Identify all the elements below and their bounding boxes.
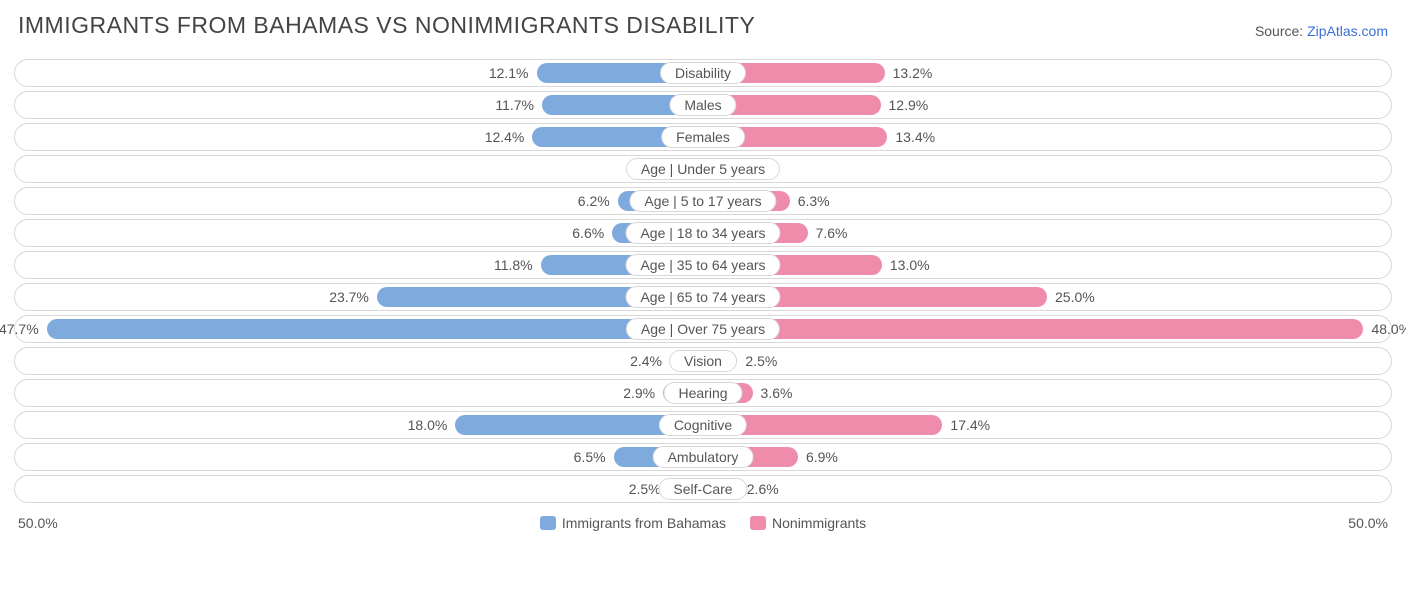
category-label: Females xyxy=(661,126,745,148)
chart-row: 2.4% 2.5% Vision xyxy=(14,347,1392,375)
value-label-left: 6.5% xyxy=(574,444,606,470)
legend-item-left: Immigrants from Bahamas xyxy=(540,515,726,531)
category-label: Hearing xyxy=(663,382,742,404)
chart-row: 12.1% 13.2% Disability xyxy=(14,59,1392,87)
category-label: Age | Under 5 years xyxy=(626,158,780,180)
value-label-left: 6.2% xyxy=(578,188,610,214)
value-label-left: 12.4% xyxy=(485,124,525,150)
value-label-right: 6.3% xyxy=(798,188,830,214)
chart-row: 23.7% 25.0% Age | 65 to 74 years xyxy=(14,283,1392,311)
category-label: Ambulatory xyxy=(653,446,754,468)
value-label-left: 11.8% xyxy=(494,252,533,278)
category-label: Age | 5 to 17 years xyxy=(629,190,776,212)
chart-title: IMMIGRANTS FROM BAHAMAS VS NONIMMIGRANTS… xyxy=(18,12,755,39)
butterfly-chart: 12.1% 13.2% Disability 11.7% 12.9% Males 12.4%… xyxy=(0,47,1406,511)
category-label: Age | 18 to 34 years xyxy=(625,222,780,244)
legend-swatch-left xyxy=(540,516,556,530)
legend-item-right: Nonimmigrants xyxy=(750,515,866,531)
chart-row: 11.7% 12.9% Males xyxy=(14,91,1392,119)
value-label-right: 48.0% xyxy=(1371,316,1406,342)
chart-row: 2.9% 3.6% Hearing xyxy=(14,379,1392,407)
chart-header: IMMIGRANTS FROM BAHAMAS VS NONIMMIGRANTS… xyxy=(0,0,1406,47)
value-label-right: 17.4% xyxy=(950,412,990,438)
value-label-left: 6.6% xyxy=(572,220,604,246)
value-label-left: 18.0% xyxy=(408,412,448,438)
axis-left-max: 50.0% xyxy=(18,515,58,531)
value-label-left: 2.9% xyxy=(623,380,655,406)
value-label-right: 2.5% xyxy=(745,348,777,374)
value-label-left: 47.7% xyxy=(0,316,39,342)
source-prefix: Source: xyxy=(1255,23,1307,39)
chart-row: 18.0% 17.4% Cognitive xyxy=(14,411,1392,439)
chart-row: 11.8% 13.0% Age | 35 to 64 years xyxy=(14,251,1392,279)
value-label-left: 2.4% xyxy=(630,348,662,374)
category-label: Age | Over 75 years xyxy=(626,318,780,340)
category-label: Males xyxy=(669,94,736,116)
bar-left xyxy=(47,319,703,339)
category-label: Self-Care xyxy=(658,478,747,500)
axis-right-max: 50.0% xyxy=(1348,515,1388,531)
value-label-right: 7.6% xyxy=(816,220,848,246)
category-label: Vision xyxy=(669,350,737,372)
chart-row: 6.6% 7.6% Age | 18 to 34 years xyxy=(14,219,1392,247)
chart-row: 6.2% 6.3% Age | 5 to 17 years xyxy=(14,187,1392,215)
category-label: Age | 65 to 74 years xyxy=(625,286,780,308)
value-label-left: 11.7% xyxy=(495,92,534,118)
legend-label-right: Nonimmigrants xyxy=(772,515,866,531)
chart-row: 47.7%48.0%Age | Over 75 years xyxy=(14,315,1392,343)
legend: Immigrants from Bahamas Nonimmigrants xyxy=(540,515,866,531)
source-link[interactable]: ZipAtlas.com xyxy=(1307,23,1388,39)
category-label: Disability xyxy=(660,62,746,84)
chart-row: 1.2%1.6%Age | Under 5 years xyxy=(14,155,1392,183)
value-label-right: 13.0% xyxy=(890,252,930,278)
value-label-right: 12.9% xyxy=(889,92,929,118)
value-label-left: 12.1% xyxy=(489,60,529,86)
value-label-right: 25.0% xyxy=(1055,284,1095,310)
chart-row: 2.5% 2.6%Self-Care xyxy=(14,475,1392,503)
value-label-right: 13.2% xyxy=(893,60,933,86)
value-label-left: 23.7% xyxy=(329,284,369,310)
bar-right xyxy=(703,319,1363,339)
axis-row: 50.0% Immigrants from Bahamas Nonimmigra… xyxy=(0,511,1406,543)
category-label: Age | 35 to 64 years xyxy=(625,254,780,276)
chart-source: Source: ZipAtlas.com xyxy=(1255,23,1388,39)
category-label: Cognitive xyxy=(659,414,747,436)
legend-swatch-right xyxy=(750,516,766,530)
value-label-right: 2.6% xyxy=(747,476,779,502)
value-label-right: 13.4% xyxy=(895,124,935,150)
chart-row: 6.5% 6.9% Ambulatory xyxy=(14,443,1392,471)
legend-label-left: Immigrants from Bahamas xyxy=(562,515,726,531)
value-label-right: 6.9% xyxy=(806,444,838,470)
value-label-left: 2.5% xyxy=(629,476,661,502)
value-label-right: 3.6% xyxy=(761,380,793,406)
chart-row: 12.4% 13.4% Females xyxy=(14,123,1392,151)
